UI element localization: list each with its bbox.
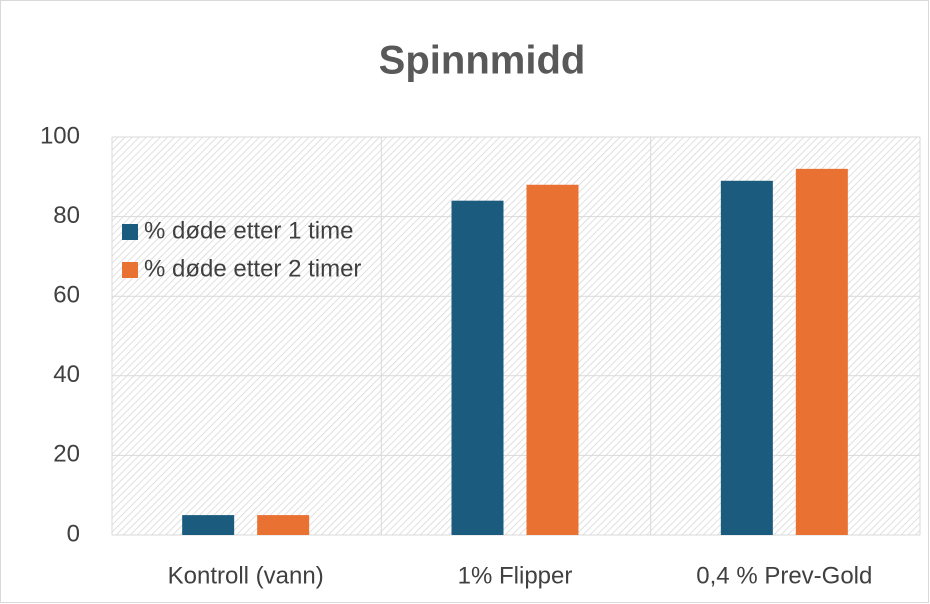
bar: [526, 184, 579, 535]
chart-title: Spinnmidd: [379, 39, 586, 83]
bar: [182, 515, 235, 535]
y-tick-label: 60: [53, 282, 80, 309]
bar: [720, 180, 773, 535]
y-tick-label: 0: [67, 520, 80, 547]
bar: [257, 515, 310, 535]
legend-swatch: [122, 224, 138, 240]
x-tick-label: 0,4 % Prev-Gold: [696, 562, 872, 589]
legend-label: % døde etter 1 time: [144, 217, 353, 244]
plot-area: [112, 137, 920, 535]
y-tick-label: 40: [53, 361, 80, 388]
x-tick-label: Kontroll (vann): [168, 562, 324, 589]
legend-label: % døde etter 2 timer: [144, 255, 361, 282]
bar: [451, 200, 504, 535]
legend-swatch: [122, 262, 138, 278]
bar: [795, 168, 848, 535]
y-tick-label: 80: [53, 202, 80, 229]
y-tick-label: 20: [53, 441, 80, 468]
x-tick-label: 1% Flipper: [458, 562, 573, 589]
y-tick-label: 100: [40, 122, 80, 149]
